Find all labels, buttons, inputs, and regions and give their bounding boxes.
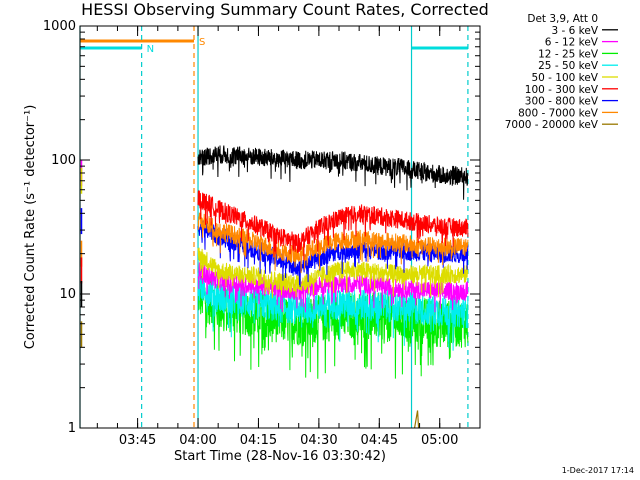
x-tick-label: 05:00 [421,433,458,448]
legend-label: 25 - 50 keV [538,60,599,72]
series-line [197,189,469,261]
series-line [197,269,469,351]
y-tick-label: 100 [51,153,76,168]
legend-label: 100 - 300 keV [525,84,599,96]
x-tick-label: 04:15 [240,433,277,448]
legend-label: 3 - 6 keV [551,25,598,37]
legend-label: 7000 - 20000 keV [505,119,599,131]
legend-label: 6 - 12 keV [545,37,599,49]
x-tick-label: 04:00 [179,433,216,448]
legend-label: 12 - 25 keV [538,48,599,60]
legend-label: 50 - 100 keV [531,72,598,84]
y-tick-label: 1000 [43,19,76,34]
generation-timestamp: 1-Dec-2017 17:14 [561,466,634,475]
plot-frame [79,25,481,429]
x-axis-label: Start Time (28-Nov-16 03:30:42) [174,449,386,464]
x-tick-label: 04:30 [300,433,337,448]
y-tick-label: 10 [59,287,76,302]
x-tick-label: 04:45 [361,433,398,448]
series-line [197,145,469,200]
flag-label: N [147,44,154,55]
series-line [197,262,469,313]
series-line [197,212,469,274]
x-tick-label: 03:45 [119,433,156,448]
flag-label: S [199,37,205,48]
legend-label: 800 - 7000 keV [518,107,599,119]
y-tick-label: 1 [68,421,76,436]
legend-header: Det 3,9, Att 0 [527,13,598,25]
legend-label: 300 - 800 keV [525,96,599,108]
series-line [413,410,420,429]
series-line [197,247,469,299]
chart-title: HESSI Observing Summary Count Rates, Cor… [81,0,489,19]
y-axis-label: Corrected Count Rate (s⁻¹ detector⁻¹) [23,105,38,350]
